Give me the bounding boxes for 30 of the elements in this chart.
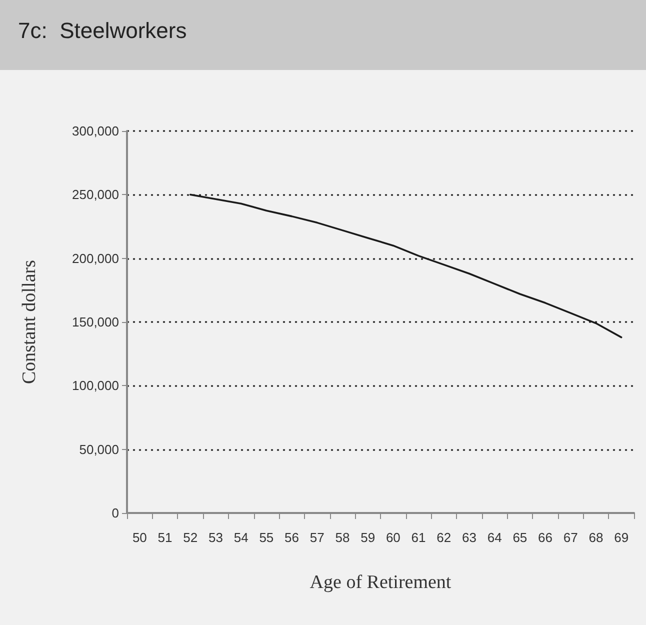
x-tick-label: 62 — [436, 530, 452, 545]
y-tick-label: 200,000 — [72, 250, 119, 266]
x-tick-label: 64 — [487, 530, 502, 545]
x-tick-label: 54 — [234, 530, 248, 545]
x-tick-label: 51 — [158, 530, 172, 545]
y-tick-label: 250,000 — [72, 187, 119, 202]
y-tick-label: 50,000 — [79, 442, 119, 457]
x-tick-label: 65 — [512, 530, 528, 545]
x-tick-label: 55 — [259, 530, 274, 545]
y-tick-label: 0 — [112, 506, 119, 520]
x-tick-label: 63 — [462, 530, 476, 545]
x-tick-label: 59 — [360, 530, 376, 545]
x-tick-label: 56 — [284, 530, 300, 545]
y-tick-label: 300,000 — [72, 124, 119, 138]
x-tick-label: 50 — [132, 530, 147, 545]
x-tick-label: 68 — [588, 530, 604, 545]
x-tick-label: 53 — [208, 530, 223, 545]
x-tick-label: 57 — [310, 530, 324, 545]
x-tick-label: 67 — [563, 530, 578, 545]
x-tick-label: 52 — [183, 530, 198, 545]
x-axis-title: Age of Retirement — [310, 572, 452, 593]
x-tick-label: 66 — [538, 530, 553, 545]
x-tick-label: 61 — [411, 530, 426, 545]
x-tick-label: 58 — [335, 530, 350, 545]
x-tick-label: 60 — [386, 530, 400, 545]
chart-title: 7c: Steelworkers — [18, 18, 187, 44]
y-axis-title: Constant dollars — [19, 260, 40, 384]
x-tick-label: 69 — [614, 530, 629, 545]
y-tick-label: 150,000 — [72, 314, 119, 330]
y-tick-label: 100,000 — [72, 378, 119, 394]
